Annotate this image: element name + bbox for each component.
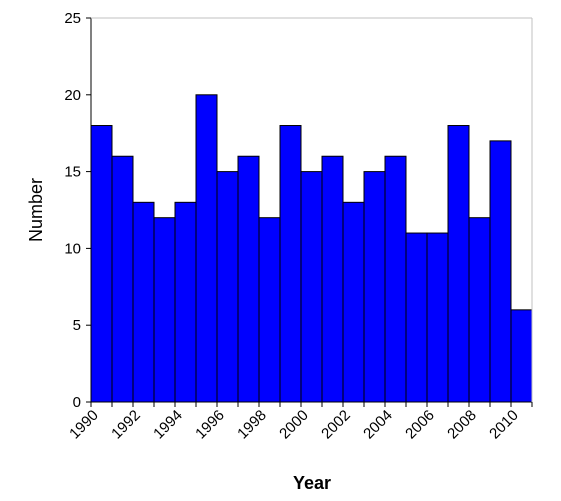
x-tick-label: 1996: [192, 407, 228, 443]
x-tick-label: 2008: [444, 407, 480, 443]
bar-2010: [510, 309, 533, 403]
x-tick-label: 2006: [402, 407, 438, 443]
bars: [90, 94, 533, 403]
bar-2009: [489, 140, 512, 403]
y-axis-ticks: 0 5 10 15 20 25: [64, 10, 91, 411]
x-tick-label: 1992: [108, 407, 144, 443]
x-tick-label: 1990: [66, 407, 102, 443]
bar-1996: [216, 171, 239, 403]
bar-1999: [279, 125, 302, 403]
bar-2002: [342, 201, 365, 403]
bar-1994: [174, 201, 197, 403]
x-tick-label: 2000: [276, 407, 312, 443]
bar-1990: [90, 125, 113, 403]
x-tick-label: 1994: [150, 407, 186, 443]
x-tick-label: 1998: [234, 407, 270, 443]
bar-2003: [363, 171, 386, 403]
bar-2007: [447, 125, 470, 403]
bar-1991: [111, 155, 134, 403]
x-tick-label: 2010: [486, 407, 522, 443]
bar-2000: [300, 171, 323, 403]
bar-2008: [468, 217, 491, 403]
y-tick-label: 10: [64, 240, 81, 257]
y-tick-label: 0: [73, 394, 81, 411]
bar-1993: [153, 217, 176, 403]
x-axis-title: Year: [293, 473, 331, 493]
bar-1997: [237, 155, 260, 403]
x-tick-label: 2004: [360, 407, 396, 443]
x-axis-ticks: 1990 1992 1994 1996 1998 2000 2002 2004 2006 2008…: [66, 402, 533, 443]
bar-1992: [132, 201, 155, 403]
x-tick-label: 2002: [318, 407, 354, 443]
bar-2001: [321, 155, 344, 403]
y-tick-label: 25: [64, 10, 81, 27]
y-tick-label: 15: [64, 164, 81, 181]
y-axis-title: Number: [26, 178, 46, 242]
bar-2004: [384, 155, 407, 403]
bar-1998: [258, 217, 281, 403]
bar-2005: [405, 232, 428, 403]
bar-1995: [195, 94, 218, 403]
bar-2006: [426, 232, 449, 403]
y-tick-label: 20: [64, 87, 81, 104]
y-tick-label: 5: [73, 317, 81, 334]
